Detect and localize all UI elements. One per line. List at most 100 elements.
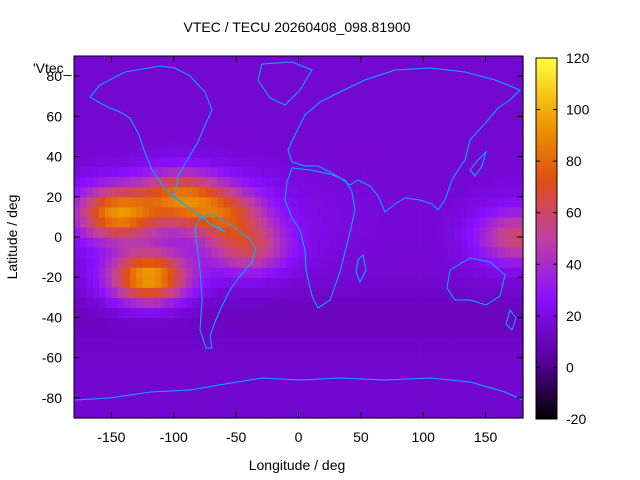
- heatmap-cell: [136, 226, 144, 238]
- heatmap-cell: [236, 106, 243, 117]
- heatmap-cell: [423, 156, 431, 168]
- heatmap-cell: [80, 397, 88, 409]
- heatmap-cell: [342, 267, 349, 278]
- heatmap-cell: [479, 367, 487, 379]
- heatmap-cell: [360, 367, 368, 379]
- heatmap-cell: [367, 337, 374, 349]
- heatmap-cell: [516, 216, 524, 228]
- heatmap-cell: [448, 106, 456, 117]
- heatmap-cell: [504, 247, 512, 258]
- heatmap-cell: [298, 297, 306, 308]
- heatmap-cell: [435, 206, 443, 218]
- heatmap-cell: [441, 267, 449, 278]
- heatmap-cell: [267, 247, 275, 258]
- heatmap-cell: [367, 287, 374, 298]
- heatmap-cell: [460, 86, 468, 97]
- heatmap-cell: [286, 146, 293, 158]
- heatmap-cell: [105, 367, 113, 379]
- heatmap-cell: [204, 146, 212, 158]
- heatmap-cell: [404, 196, 412, 208]
- heatmap-cell: [504, 196, 512, 208]
- heatmap-cell: [173, 136, 181, 148]
- heatmap-cell: [105, 166, 113, 178]
- heatmap-cell: [117, 76, 125, 87]
- heatmap-cell: [404, 186, 412, 198]
- heatmap-cell: [323, 407, 331, 419]
- heatmap-cell: [460, 307, 468, 319]
- heatmap-cell: [454, 347, 462, 359]
- heatmap-cell: [286, 337, 293, 349]
- heatmap-cell: [323, 216, 331, 228]
- heatmap-cell: [229, 287, 237, 298]
- heatmap-cell: [473, 277, 480, 288]
- heatmap-cell: [98, 237, 106, 248]
- heatmap-cell: [292, 307, 300, 319]
- heatmap-cell: [142, 126, 150, 138]
- heatmap-cell: [74, 196, 81, 208]
- heatmap-cell: [254, 76, 262, 87]
- heatmap-cell: [211, 237, 219, 248]
- heatmap-cell: [254, 216, 262, 228]
- heatmap-cell: [298, 216, 306, 228]
- heatmap-cell: [323, 166, 331, 178]
- heatmap-cell: [192, 337, 200, 349]
- heatmap-cell: [80, 247, 88, 258]
- heatmap-cell: [342, 226, 349, 238]
- heatmap-cell: [485, 146, 493, 158]
- heatmap-cell: [367, 76, 374, 87]
- heatmap-cell: [335, 297, 343, 308]
- heatmap-cell: [80, 387, 88, 399]
- heatmap-cell: [211, 156, 219, 168]
- heatmap-cell: [167, 186, 175, 198]
- heatmap-cell: [74, 216, 81, 228]
- heatmap-cell: [180, 247, 187, 258]
- heatmap-cell: [510, 156, 518, 168]
- heatmap-cell: [491, 247, 499, 258]
- heatmap-cell: [360, 337, 368, 349]
- heatmap-cell: [173, 206, 181, 218]
- heatmap-cell: [367, 327, 374, 339]
- heatmap-cell: [373, 367, 381, 379]
- heatmap-cell: [92, 337, 100, 349]
- heatmap-cell: [373, 347, 381, 359]
- heatmap-cell: [173, 76, 181, 87]
- heatmap-cell: [348, 66, 356, 77]
- heatmap-cell: [485, 337, 493, 349]
- heatmap-cell: [111, 337, 119, 349]
- heatmap-cell: [286, 126, 293, 138]
- heatmap-cell: [155, 257, 162, 268]
- heatmap-cell: [111, 387, 119, 399]
- heatmap-cell: [485, 327, 493, 339]
- heatmap-cell: [148, 206, 156, 218]
- heatmap-cell: [360, 76, 368, 87]
- heatmap-cell: [504, 407, 512, 419]
- heatmap-cell: [448, 216, 456, 228]
- heatmap-cell: [74, 287, 81, 298]
- heatmap-cell: [466, 216, 474, 228]
- heatmap-cell: [292, 387, 300, 399]
- heatmap-cell: [117, 317, 125, 329]
- heatmap-cell: [117, 146, 125, 158]
- heatmap-cell: [367, 116, 374, 127]
- heatmap-cell: [117, 116, 125, 127]
- heatmap-cell: [292, 86, 300, 97]
- heatmap-cell: [516, 76, 524, 87]
- heatmap-cell: [385, 56, 393, 67]
- heatmap-cell: [435, 257, 443, 268]
- heatmap-cell: [304, 267, 312, 278]
- heatmap-cell: [148, 267, 156, 278]
- heatmap-cell: [448, 287, 456, 298]
- heatmap-cell: [204, 156, 212, 168]
- heatmap-cell: [155, 216, 162, 228]
- heatmap-cell: [404, 337, 412, 349]
- heatmap-cell: [335, 307, 343, 319]
- heatmap-cell: [92, 106, 100, 117]
- heatmap-cell: [136, 267, 144, 278]
- heatmap-cell: [335, 287, 343, 298]
- heatmap-cell: [379, 156, 387, 168]
- heatmap-cell: [211, 146, 219, 158]
- heatmap-cell: [485, 96, 493, 107]
- heatmap-cell: [242, 206, 250, 218]
- heatmap-cell: [460, 257, 468, 268]
- heatmap-cell: [304, 206, 312, 218]
